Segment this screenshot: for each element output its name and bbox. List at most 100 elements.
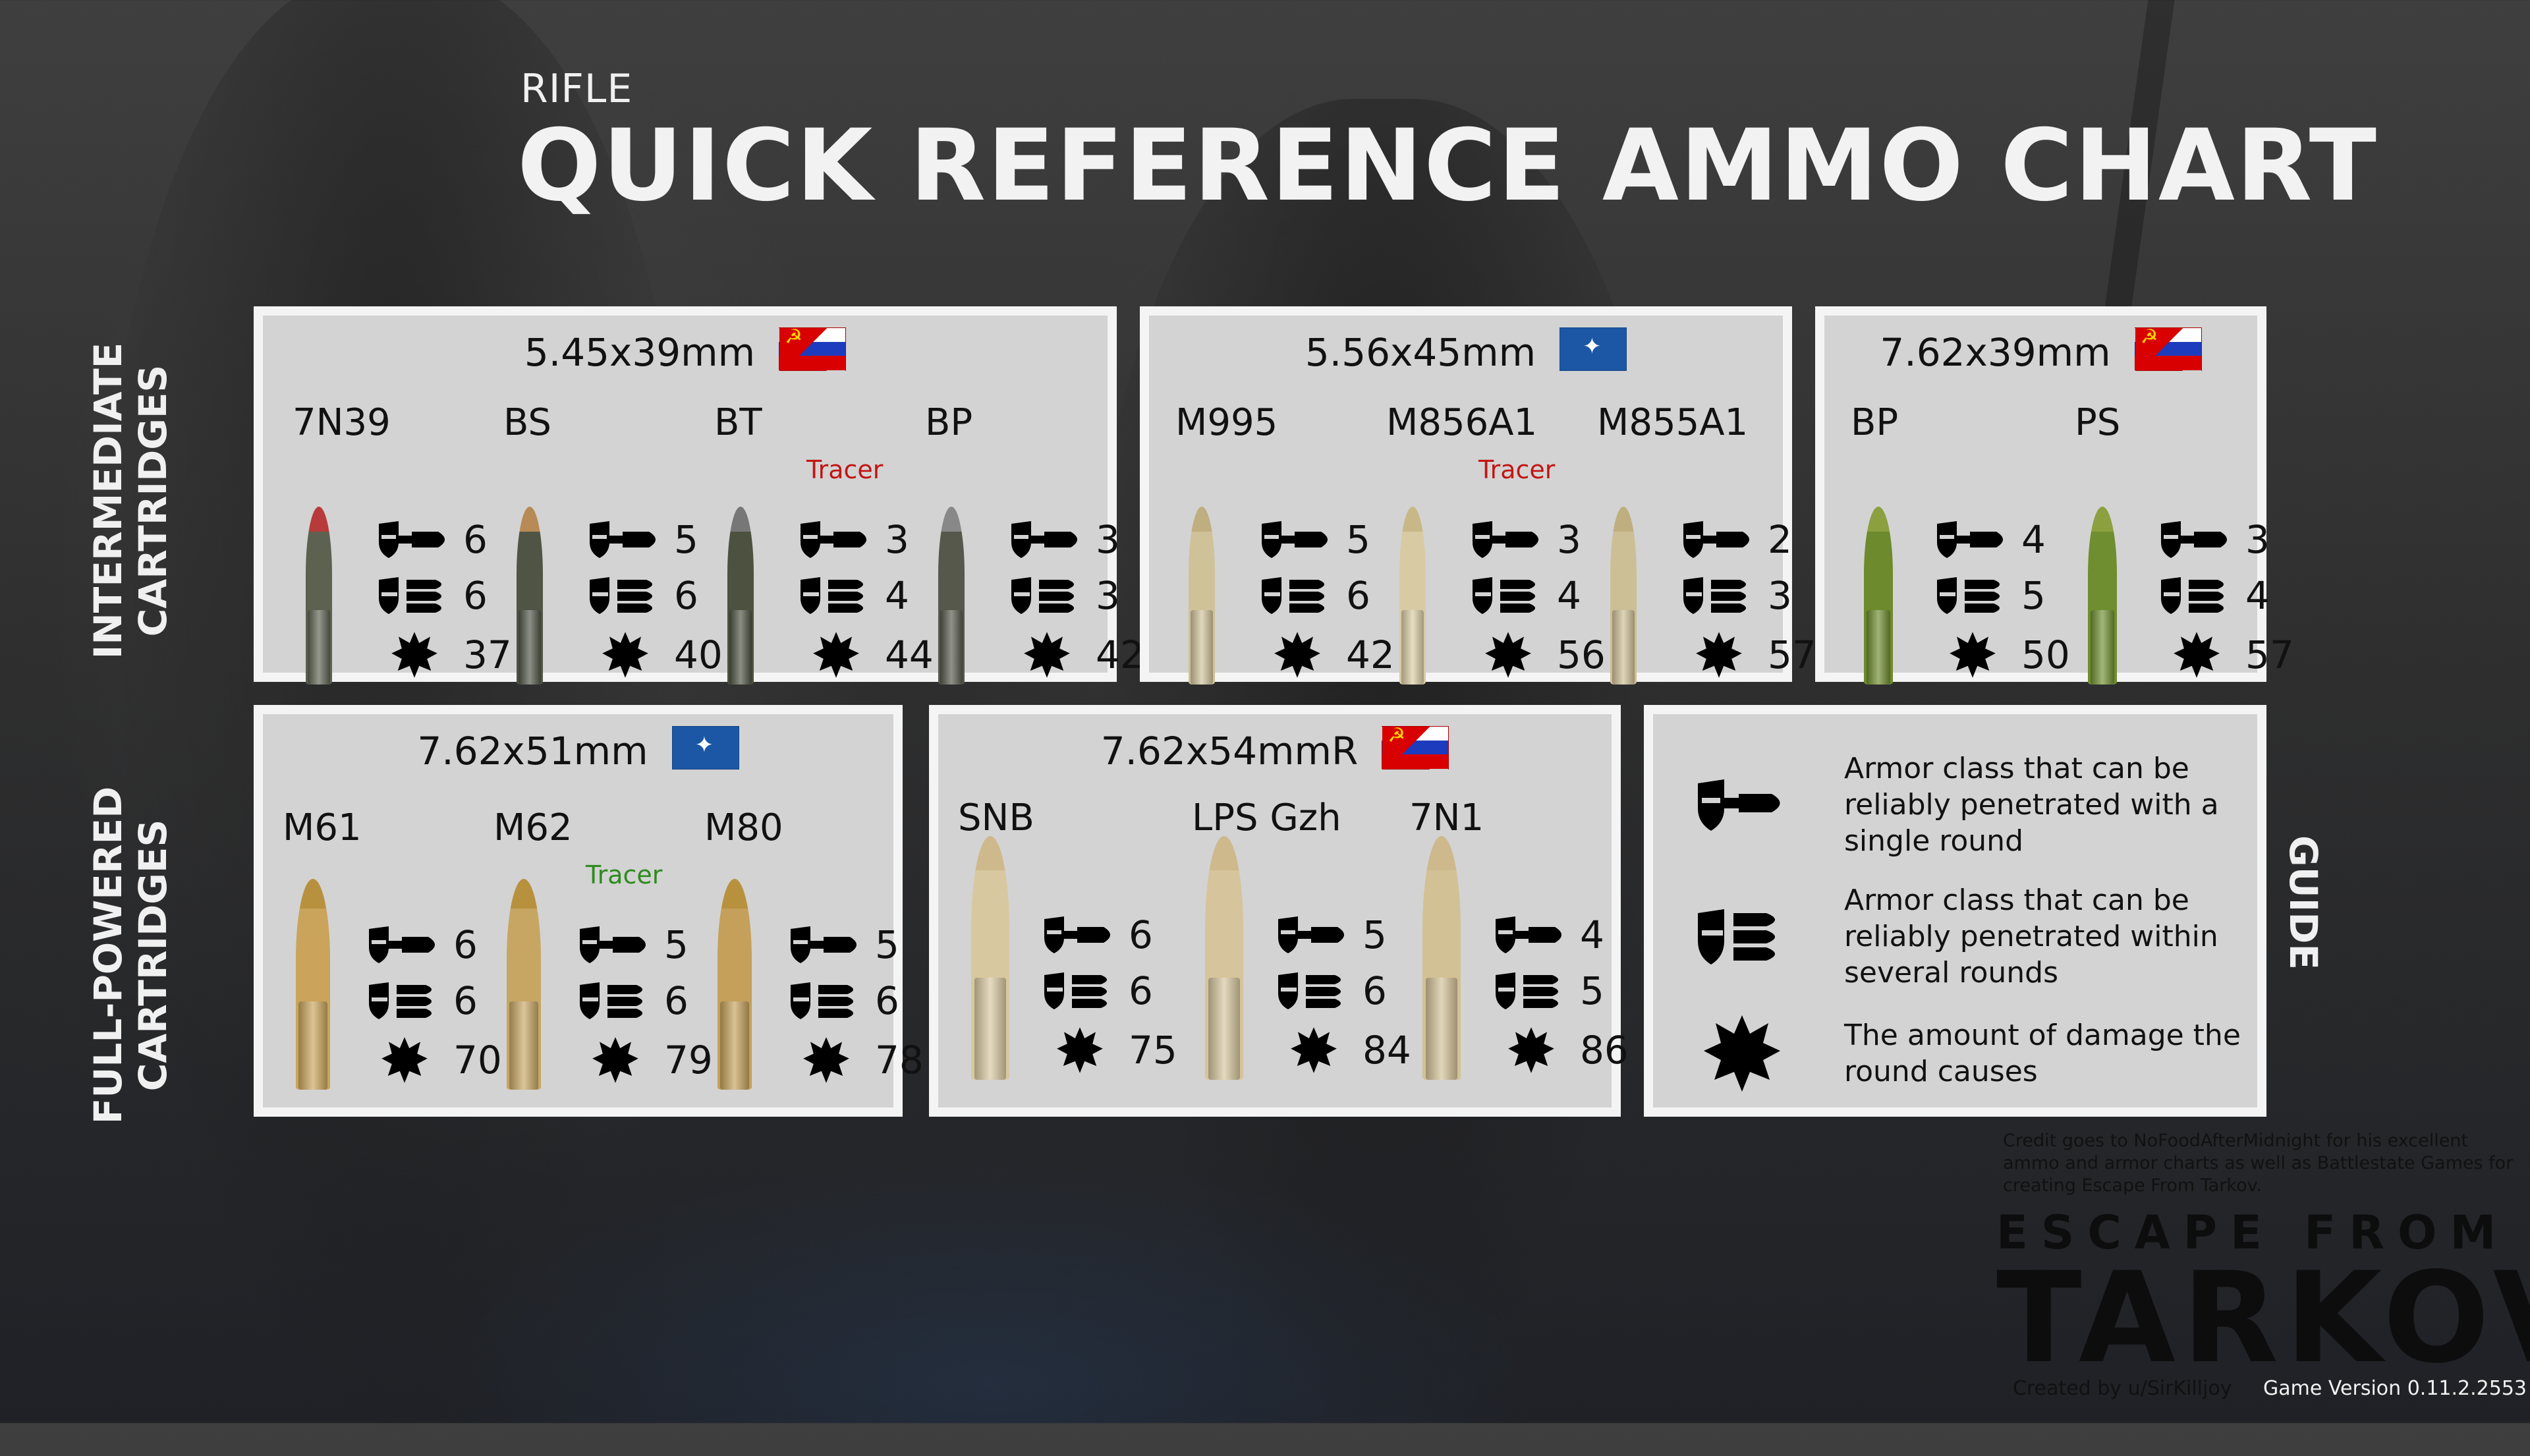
shield-triple-bullet-icon	[1485, 967, 1577, 1015]
stat-row-single: 4	[1926, 513, 2074, 566]
ammo-name: 7N1	[1409, 797, 1484, 839]
guide-row-single: Armor class that can be reliably penetra…	[1693, 750, 2253, 859]
stat-value-single: 5	[664, 922, 689, 967]
stat-value-single: 5	[674, 517, 698, 562]
shield-single-bullet-icon	[1926, 516, 2019, 563]
shield-single-bullet-icon	[358, 921, 451, 968]
stat-value-damage: 42	[1096, 632, 1144, 677]
guide-text-single: Armor class that can be reliably penetra…	[1844, 752, 2219, 858]
caliber-text: 5.45x39mm	[524, 330, 756, 375]
stat-row-single: 5	[569, 918, 717, 971]
stat-row-damage: 84	[1268, 1024, 1415, 1077]
tracer-label: Tracer	[806, 455, 884, 484]
shield-single-bullet-icon	[1001, 516, 1093, 563]
logo-top-text: ESCAPE FROM	[1996, 1206, 2510, 1260]
stat-value-several: 6	[1363, 968, 1387, 1013]
stat-value-damage: 57	[2245, 632, 2294, 677]
stat-value-damage: 70	[453, 1038, 502, 1082]
ammo-card: BS 5 6 40	[503, 401, 723, 691]
cartridge-image	[717, 879, 752, 1090]
stat-value-single: 4	[1580, 912, 1604, 957]
caliber-title: 7.62x51mm	[263, 726, 893, 773]
ammo-name: M855A1	[1597, 401, 1749, 444]
ammo-card: LPS Gzh 5 6 84	[1192, 797, 1411, 1086]
stat-value-damage: 44	[885, 632, 934, 677]
cartridge-image	[938, 507, 965, 685]
stat-row-damage: 57	[1673, 629, 1820, 681]
ammo-name: M62	[493, 806, 573, 849]
ammo-name: PS	[2075, 401, 2121, 444]
shield-triple-bullet-icon	[780, 977, 872, 1024]
caliber-text: 7.62x51mm	[417, 729, 648, 773]
shield-single-bullet-icon	[1462, 516, 1554, 563]
ammo-card: SNB 6 6 75	[958, 797, 1177, 1086]
stat-row-several: 5	[1926, 569, 2074, 622]
ammo-name: M995	[1175, 401, 1278, 444]
cartridge-image	[306, 507, 332, 685]
cartridge-image	[1205, 836, 1243, 1080]
shield-single-bullet-icon	[569, 921, 661, 968]
shield-single-bullet-icon	[1673, 516, 1765, 563]
stat-value-several: 4	[1557, 573, 1581, 618]
ammo-panel-556x45mm: 5.56x45mmM9955642M856A1Tracer3456M855A12…	[1140, 306, 1816, 685]
cartridge-image	[296, 879, 330, 1090]
stat-row-damage: 56	[1462, 629, 1610, 681]
stat-value-single: 3	[1096, 517, 1120, 562]
created-by: Created by u/SirKilljoy	[2013, 1377, 2232, 1400]
stat-value-damage: 42	[1346, 632, 1395, 677]
stat-value-several: 6	[1129, 968, 1153, 1013]
stat-value-damage: 37	[463, 632, 512, 677]
russia-ussr-flag-icon	[2134, 325, 2202, 371]
damage-burst-icon	[569, 1036, 661, 1084]
stat-row-single: 3	[790, 513, 938, 566]
guide-panel: Armor class that can be reliably penetra…	[1644, 705, 2266, 1117]
stat-row-several: 4	[790, 569, 938, 622]
damage-burst-icon	[790, 631, 882, 679]
shield-triple-bullet-icon	[1034, 967, 1126, 1015]
ammo-name: M856A1	[1386, 401, 1538, 444]
stat-row-single: 5	[1268, 909, 1415, 961]
stat-value-single: 5	[1346, 517, 1370, 562]
stat-value-single: 3	[2245, 517, 2270, 562]
stat-value-damage: 57	[1768, 632, 1816, 677]
stat-row-several: 6	[1251, 569, 1399, 622]
stat-row-damage: 78	[780, 1034, 928, 1086]
stat-value-damage: 84	[1363, 1028, 1411, 1073]
ammo-name: M61	[283, 806, 362, 849]
caliber-text: 7.62x54mmR	[1100, 729, 1359, 773]
damage-burst-icon	[1251, 631, 1343, 679]
cartridge-image	[517, 507, 543, 685]
stat-row-damage: 79	[569, 1034, 717, 1086]
stat-value-single: 5	[1363, 912, 1387, 957]
damage-burst-icon	[1693, 1014, 1791, 1093]
shield-single-bullet-icon	[2150, 516, 2243, 563]
stat-value-several: 4	[2245, 573, 2270, 618]
ammo-card: BT Tracer 3 4 44	[714, 401, 934, 691]
shield-triple-bullet-icon	[1673, 572, 1765, 619]
ammo-card: M61 6 6 70	[283, 806, 502, 1096]
caliber-title: 5.45x39mm	[263, 325, 1108, 375]
stat-value-several: 3	[1096, 573, 1120, 618]
stat-row-damage: 42	[1251, 629, 1399, 681]
stat-value-damage: 56	[1557, 632, 1606, 677]
stat-value-several: 6	[453, 978, 478, 1023]
damage-burst-icon	[1926, 631, 2019, 679]
stat-row-single: 2	[1673, 513, 1820, 566]
cartridge-image	[2088, 507, 2117, 685]
ammo-name: BP	[925, 401, 973, 444]
ammo-card: PS 3 4 57	[2075, 401, 2294, 691]
shield-triple-bullet-icon	[368, 572, 461, 619]
stat-value-single: 6	[453, 922, 478, 967]
shield-single-bullet-icon	[790, 516, 882, 563]
stat-value-single: 6	[1129, 912, 1153, 957]
stat-row-several: 6	[368, 569, 516, 622]
ammo-name: BP	[1851, 401, 1899, 444]
ammo-panel-762x39mm: 7.62x39mm BP 4 5 50 PS 3 4 57	[1815, 306, 2294, 685]
stat-row-damage: 40	[579, 629, 727, 681]
stat-row-several: 6	[1034, 965, 1181, 1017]
stat-row-several: 4	[2150, 569, 2298, 622]
damage-burst-icon	[1485, 1026, 1577, 1074]
guide-row-damage: The amount of damage the round causes	[1693, 1014, 2253, 1093]
damage-burst-icon	[1001, 631, 1093, 679]
stat-row-single: 4	[1485, 909, 1633, 961]
